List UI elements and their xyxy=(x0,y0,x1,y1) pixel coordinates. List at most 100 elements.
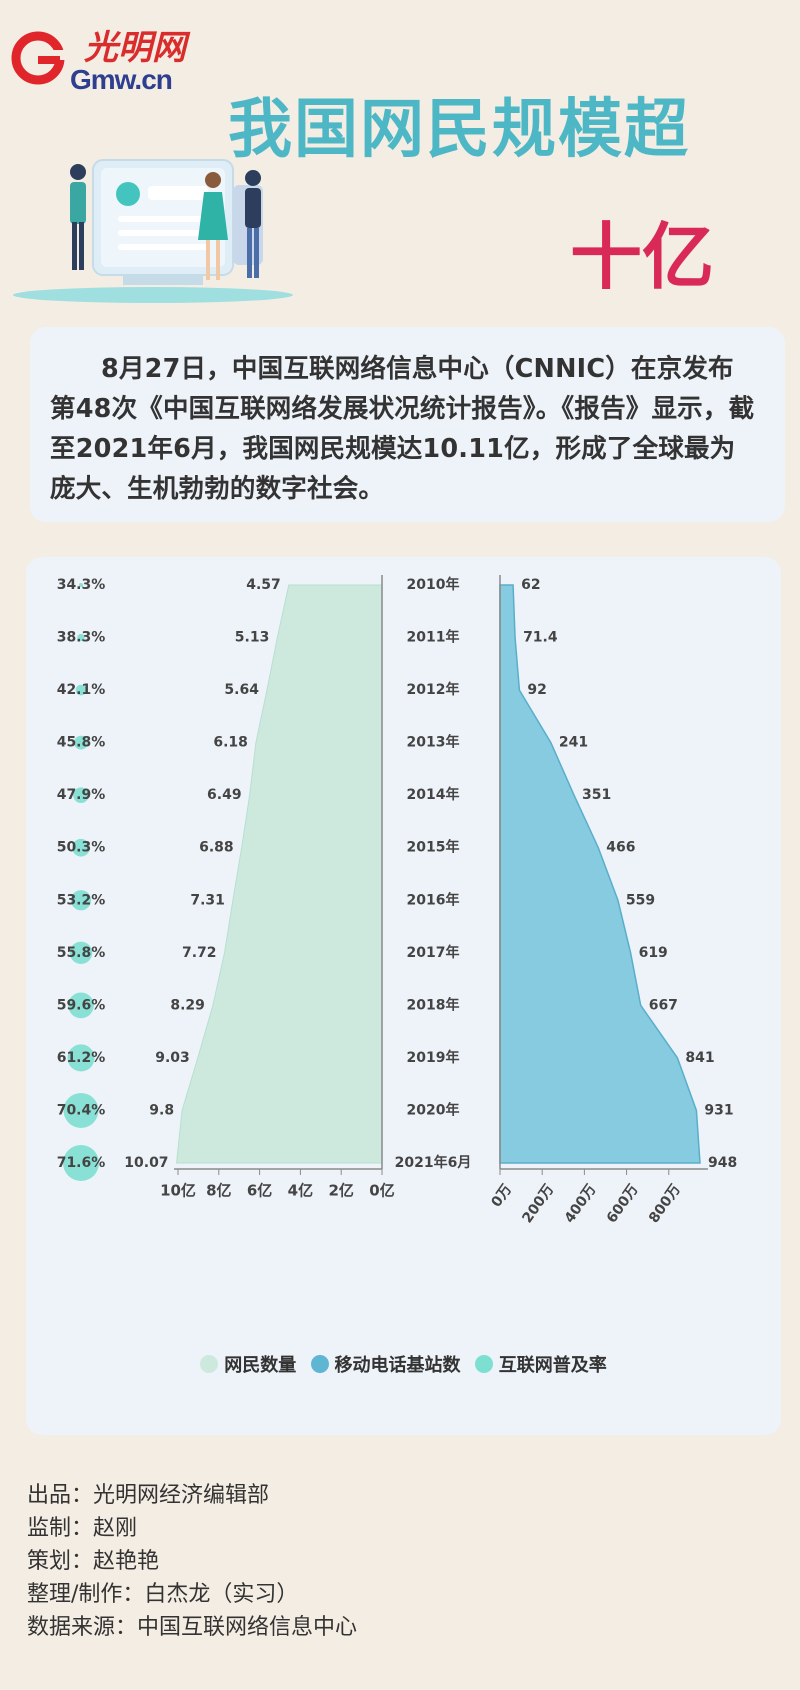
chart-panel: 4.57 5.13 5.64 6.18 6.49 6.88 7.31 7.72 8.29 9.03… xyxy=(26,557,781,1435)
netizens-axis-tick-label: 0亿 xyxy=(369,1182,394,1200)
base-stations-value-label: 62 xyxy=(521,577,540,593)
base-stations-axis-tick-label: 400万 xyxy=(562,1182,600,1227)
base-stations-value-label: 619 xyxy=(639,945,668,961)
base-stations-value-label: 948 xyxy=(708,1155,737,1171)
base-stations-value-label: 71.4 xyxy=(523,630,558,646)
credit-publisher: 出品：光明网经济编辑部 xyxy=(27,1483,270,1508)
gmw-logo[interactable]: 光明网 Gmw.cn xyxy=(10,16,230,95)
base-stations-value-label: 931 xyxy=(704,1102,733,1118)
netizens-axis-tick-label: 4亿 xyxy=(288,1182,313,1200)
netizens-axis-tick-label: 2亿 xyxy=(328,1182,353,1200)
year-label: 2010年 xyxy=(407,576,460,593)
penetration-rate-label: 34.3% xyxy=(57,577,106,593)
legend-label-base-stations: 移动电话基站数 xyxy=(334,1355,461,1376)
logo-g-icon xyxy=(11,31,66,85)
netizens-value-label: 6.49 xyxy=(207,787,242,803)
netizens-value-label: 7.72 xyxy=(182,945,217,961)
legend-item-penetration: 互联网普及率 xyxy=(474,1351,607,1377)
legend-dot-base-stations xyxy=(310,1355,329,1373)
year-label: 2011年 xyxy=(407,629,460,646)
base-stations-axis-tick-label: 200万 xyxy=(519,1182,557,1227)
netizens-value-label: 4.57 xyxy=(246,577,281,593)
penetration-rate-label: 50.3% xyxy=(57,840,106,856)
base-stations-axis-tick-label: 600万 xyxy=(604,1182,642,1227)
credit-supervisor: 监制：赵刚 xyxy=(27,1516,138,1541)
netizens-value-label: 7.31 xyxy=(190,892,225,908)
base-stations-value-label: 559 xyxy=(626,892,655,908)
base-stations-value-label: 92 xyxy=(527,682,546,698)
intro-text: 8月27日，中国互联网络信息中心（CNNIC）在京发布第48次《中国互联网络发展… xyxy=(50,354,755,504)
netizens-area xyxy=(176,584,383,1164)
penetration-bubble xyxy=(69,941,93,965)
year-label: 2019年 xyxy=(407,1049,460,1066)
base-stations-axis-tick-label: 800万 xyxy=(646,1182,684,1227)
penetration-rate-label: 71.6% xyxy=(57,1155,106,1171)
penetration-bubble xyxy=(79,583,83,587)
netizens-value-label: 9.03 xyxy=(155,1050,190,1066)
penetration-bubble xyxy=(75,684,87,696)
credit-producer: 整理/制作：白杰龙（实习） xyxy=(27,1582,299,1607)
penetration-bubble xyxy=(72,838,90,857)
base-stations-value-label: 841 xyxy=(685,1050,714,1066)
legend-item-netizens: 网民数量 xyxy=(200,1351,296,1377)
year-label: 2017年 xyxy=(407,944,460,961)
chart-svg: 4.57 5.13 5.64 6.18 6.49 6.88 7.31 7.72 8.29 9.03… xyxy=(57,575,737,1227)
credit-planner: 策划：赵艳艳 xyxy=(27,1549,160,1574)
legend-item-base-stations: 移动电话基站数 xyxy=(310,1351,461,1377)
base-stations-area xyxy=(499,584,701,1164)
logo-chinese-text: 光明网 xyxy=(84,28,186,68)
penetration-rate-label: 47.9% xyxy=(57,787,106,803)
netizens-value-label: 9.8 xyxy=(149,1102,174,1118)
logo-domain-text: Gmw.cn xyxy=(70,64,173,95)
year-label: 2020年 xyxy=(407,1101,460,1118)
credits: 出品：光明网经济编辑部 监制：赵刚 策划：赵艳艳 整理/制作：白杰龙（实习） 数… xyxy=(27,1479,357,1644)
legend-label-penetration: 互联网普及率 xyxy=(498,1355,607,1376)
penetration-bubble xyxy=(70,890,92,911)
netizens-axis-tick-label: 6亿 xyxy=(247,1182,272,1200)
penetration-bubble xyxy=(63,1145,99,1181)
netizens-axis-tick-label: 10亿 xyxy=(160,1182,196,1200)
year-label: 2018年 xyxy=(407,996,460,1013)
base-stations-value-label: 351 xyxy=(582,787,611,803)
netizens-value-label: 8.29 xyxy=(170,997,205,1013)
penetration-rate-label: 59.6% xyxy=(57,997,106,1013)
legend-dot-penetration xyxy=(474,1355,493,1373)
netizens-value-label: 5.64 xyxy=(224,682,259,698)
base-stations-axis-tick-label: 0万 xyxy=(488,1182,515,1211)
penetration-rate-label: 53.2% xyxy=(57,892,106,908)
base-stations-value-label: 466 xyxy=(606,840,635,856)
penetration-bubble xyxy=(74,735,88,750)
penetration-rate-label: 61.2% xyxy=(57,1050,106,1066)
year-label: 2021年6月 xyxy=(395,1154,472,1171)
page-title-line2: 十亿 xyxy=(570,215,715,299)
penetration-rate-label: 55.8% xyxy=(57,945,106,961)
page-title-line1: 我国网民规模超 xyxy=(228,93,690,167)
year-label: 2014年 xyxy=(407,786,460,803)
base-stations-value-label: 241 xyxy=(559,735,588,751)
year-label: 2016年 xyxy=(407,891,460,908)
penetration-bubble xyxy=(77,633,85,642)
credit-data-source: 数据来源：中国互联网络信息中心 xyxy=(27,1615,358,1640)
legend-label-netizens: 网民数量 xyxy=(224,1355,297,1376)
penetration-bubble xyxy=(73,787,89,804)
netizens-value-label: 6.18 xyxy=(213,735,248,751)
netizens-value-label: 6.88 xyxy=(199,840,234,856)
penetration-rate-label: 70.4% xyxy=(57,1102,106,1118)
intro-card: 8月27日，中国互联网络信息中心（CNNIC）在京发布第48次《中国互联网络发展… xyxy=(30,327,785,522)
netizens-value-label: 10.07 xyxy=(124,1155,168,1171)
penetration-bubble xyxy=(67,1044,95,1072)
year-label: 2015年 xyxy=(407,839,460,856)
base-stations-value-label: 667 xyxy=(649,997,678,1013)
year-label: 2012年 xyxy=(407,681,460,698)
penetration-bubble xyxy=(68,992,94,1019)
penetration-rate-label: 42.1% xyxy=(57,682,106,698)
penetration-bubble xyxy=(63,1092,99,1128)
chart-legend: 网民数量 移动电话基站数 互联网普及率 xyxy=(26,1351,781,1378)
legend-dot-netizens xyxy=(200,1355,219,1373)
netizens-value-label: 5.13 xyxy=(235,630,270,646)
year-label: 2013年 xyxy=(407,734,460,751)
penetration-rate-label: 45.8% xyxy=(57,735,106,751)
people-with-screen-illustration xyxy=(13,159,293,303)
penetration-rate-label: 38.3% xyxy=(57,630,106,646)
netizens-axis-tick-label: 8亿 xyxy=(206,1182,231,1200)
